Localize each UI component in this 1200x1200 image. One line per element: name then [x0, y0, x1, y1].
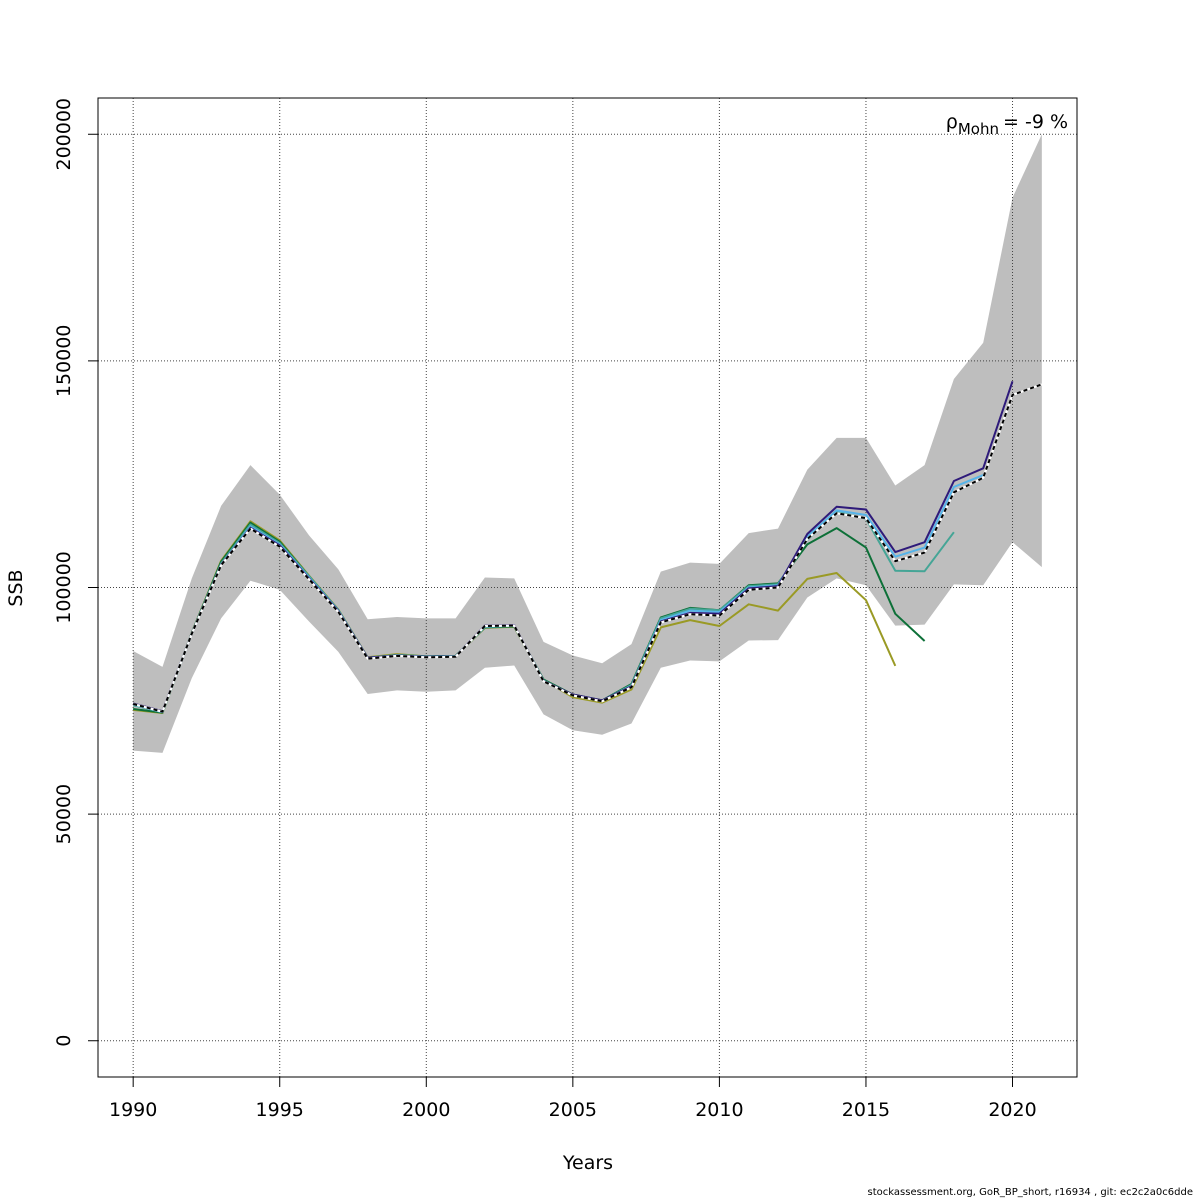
x-tick-label-2000: 2000	[402, 1099, 450, 1121]
x-tick-label-2010: 2010	[695, 1099, 743, 1121]
y-tick-label-50000: 50000	[53, 784, 75, 844]
x-tick-label-1990: 1990	[109, 1099, 157, 1121]
confidence-band-layer	[133, 134, 1042, 753]
series-0-line	[132, 383, 1043, 713]
x-tick-label-2005: 2005	[549, 1099, 597, 1121]
y-tick-label-100000: 100000	[53, 551, 75, 624]
mohn-rho-annotation: ρMohn = -9 %	[946, 111, 1068, 138]
footer-credit: stockassessment.org, GoR_BP_short, r1693…	[867, 1187, 1193, 1198]
axis-layer: 1990 1995 2000 2005 2010 2015 2020 0 50000 100000…	[53, 98, 1037, 1121]
series-layer	[132, 380, 1043, 714]
y-tick-label-0: 0	[53, 1035, 75, 1047]
y-tick-label-200000: 200000	[53, 98, 75, 171]
grid-layer	[98, 98, 1077, 1077]
mohn-rho-value: = -9 %	[1003, 111, 1068, 133]
confidence-band	[133, 134, 1042, 753]
x-tick-label-2020: 2020	[988, 1099, 1036, 1121]
mohn-rho-subscript: Mohn	[958, 120, 999, 138]
x-tick-label-2015: 2015	[842, 1099, 890, 1121]
mohn-rho-symbol: ρ	[946, 111, 958, 133]
y-tick-label-150000: 150000	[53, 325, 75, 398]
y-axis-title: SSB	[5, 569, 27, 606]
x-axis-title: Years	[562, 1152, 613, 1174]
x-tick-label-1995: 1995	[256, 1099, 304, 1121]
